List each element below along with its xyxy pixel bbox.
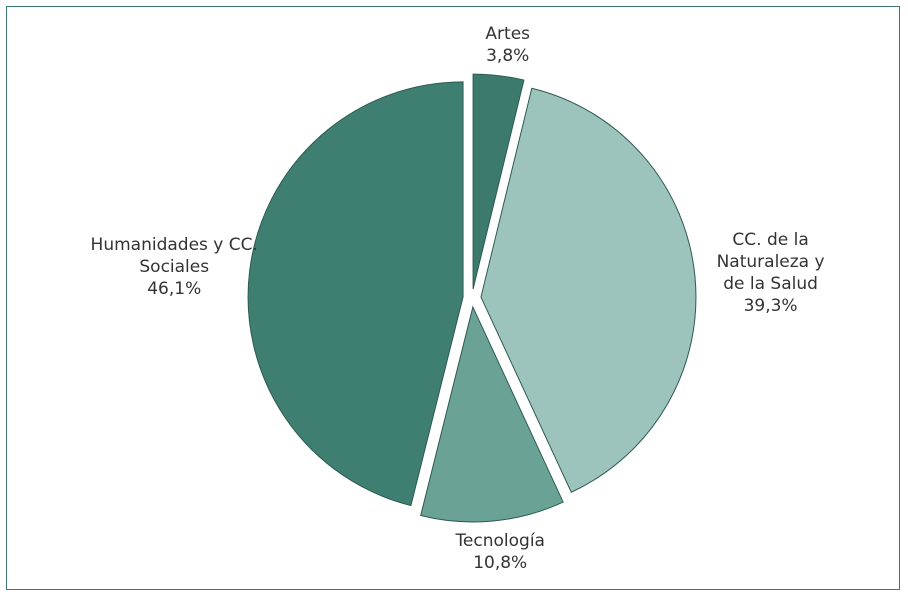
value-label: 46,1% bbox=[147, 278, 202, 299]
slice-label: Tecnología 10,8% bbox=[430, 530, 570, 574]
pie-slice bbox=[247, 81, 464, 507]
slice-label: CC. de la Naturaleza y de la Salud 39,3% bbox=[706, 229, 836, 317]
pie-slice bbox=[480, 87, 697, 493]
category-label: Humanidades y CC. Sociales bbox=[90, 234, 258, 277]
slice-label: Artes 3,8% bbox=[448, 23, 568, 67]
category-label: Tecnología bbox=[455, 530, 545, 551]
category-label: Artes bbox=[485, 23, 531, 44]
value-label: 39,3% bbox=[743, 296, 798, 317]
frame bbox=[6, 6, 900, 590]
value-label: 3,8% bbox=[486, 45, 530, 66]
pie-slice bbox=[472, 73, 525, 290]
category-label: CC. de la Naturaleza y de la Salud bbox=[716, 230, 825, 295]
value-label: 10,8% bbox=[473, 552, 528, 573]
pie-slice bbox=[420, 305, 564, 523]
slice-label: Humanidades y CC. Sociales 46,1% bbox=[59, 234, 289, 300]
